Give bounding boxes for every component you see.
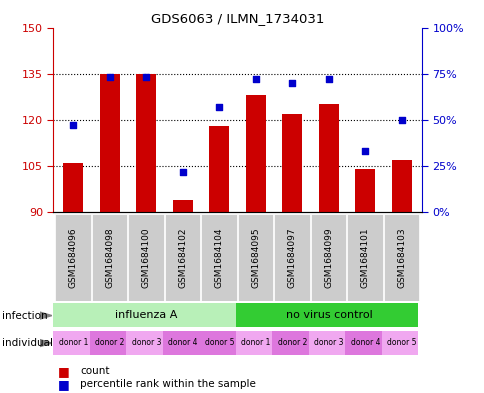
- Text: donor 1: donor 1: [241, 338, 270, 347]
- Bar: [383, 214, 419, 301]
- Point: [179, 169, 186, 175]
- Bar: [163, 331, 199, 355]
- Bar: [345, 331, 381, 355]
- Bar: [100, 73, 120, 212]
- Point: [215, 104, 223, 110]
- Bar: [90, 331, 126, 355]
- Text: donor 5: donor 5: [386, 338, 416, 347]
- Text: donor 3: donor 3: [314, 338, 343, 347]
- Bar: [128, 214, 164, 301]
- Bar: [273, 214, 309, 301]
- Text: donor 5: donor 5: [204, 338, 234, 347]
- Text: GSM1684097: GSM1684097: [287, 227, 296, 288]
- Polygon shape: [40, 340, 52, 347]
- Text: donor 4: donor 4: [168, 338, 197, 347]
- Text: GSM1684099: GSM1684099: [324, 227, 333, 288]
- Bar: [91, 214, 127, 301]
- Bar: [53, 331, 90, 355]
- Text: GSM1684096: GSM1684096: [69, 227, 78, 288]
- Text: GSM1684101: GSM1684101: [360, 227, 369, 288]
- Bar: [209, 126, 229, 212]
- Text: donor 3: donor 3: [131, 338, 161, 347]
- Bar: [126, 331, 163, 355]
- Text: ■: ■: [58, 365, 70, 378]
- Text: donor 1: donor 1: [59, 338, 88, 347]
- Point: [106, 74, 114, 81]
- Text: GSM1684100: GSM1684100: [142, 227, 151, 288]
- Point: [252, 76, 259, 83]
- Text: GSM1684102: GSM1684102: [178, 227, 187, 288]
- Text: individual: individual: [2, 338, 53, 348]
- Point: [69, 122, 77, 129]
- Bar: [391, 160, 411, 212]
- Bar: [245, 95, 265, 212]
- Text: percentile rank within the sample: percentile rank within the sample: [80, 379, 256, 389]
- Text: donor 4: donor 4: [350, 338, 379, 347]
- Point: [397, 117, 405, 123]
- Text: GSM1684095: GSM1684095: [251, 227, 260, 288]
- Title: GDS6063 / ILMN_1734031: GDS6063 / ILMN_1734031: [151, 12, 324, 25]
- Text: GSM1684098: GSM1684098: [105, 227, 114, 288]
- Text: infection: infection: [2, 310, 48, 321]
- Text: GSM1684104: GSM1684104: [214, 227, 224, 288]
- Bar: [55, 214, 91, 301]
- Bar: [235, 331, 272, 355]
- Bar: [237, 214, 273, 301]
- Bar: [282, 114, 302, 212]
- Bar: [235, 303, 417, 327]
- Text: GSM1684103: GSM1684103: [396, 227, 406, 288]
- Text: ■: ■: [58, 378, 70, 391]
- Bar: [381, 331, 417, 355]
- Bar: [355, 169, 375, 212]
- Bar: [136, 73, 156, 212]
- Text: no virus control: no virus control: [285, 310, 372, 320]
- Text: influenza A: influenza A: [115, 310, 177, 320]
- Point: [142, 74, 150, 81]
- Text: donor 2: donor 2: [95, 338, 124, 347]
- Bar: [165, 214, 200, 301]
- Bar: [199, 331, 235, 355]
- Point: [324, 76, 332, 83]
- Bar: [172, 200, 193, 212]
- Polygon shape: [40, 312, 52, 319]
- Text: count: count: [80, 366, 109, 376]
- Bar: [347, 214, 382, 301]
- Point: [361, 148, 368, 154]
- Bar: [201, 214, 236, 301]
- Bar: [318, 105, 338, 212]
- Text: donor 2: donor 2: [277, 338, 306, 347]
- Bar: [63, 163, 83, 212]
- Point: [288, 80, 296, 86]
- Bar: [272, 331, 308, 355]
- Bar: [310, 214, 346, 301]
- Bar: [308, 331, 345, 355]
- Bar: [53, 303, 235, 327]
